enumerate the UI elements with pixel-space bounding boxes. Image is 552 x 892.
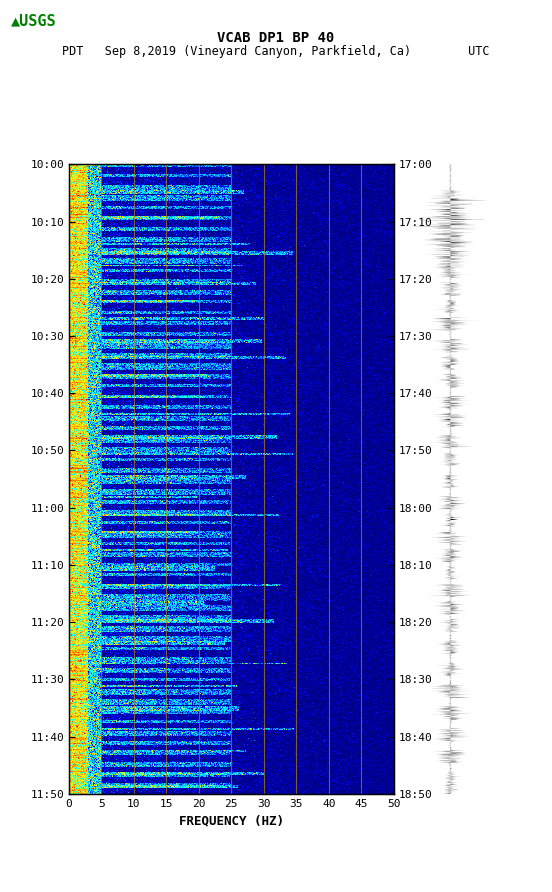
Text: ▲USGS: ▲USGS	[11, 13, 57, 29]
Text: VCAB DP1 BP 40: VCAB DP1 BP 40	[217, 31, 335, 45]
Text: PDT   Sep 8,2019 (Vineyard Canyon, Parkfield, Ca)        UTC: PDT Sep 8,2019 (Vineyard Canyon, Parkfie…	[62, 45, 490, 58]
X-axis label: FREQUENCY (HZ): FREQUENCY (HZ)	[179, 814, 284, 827]
